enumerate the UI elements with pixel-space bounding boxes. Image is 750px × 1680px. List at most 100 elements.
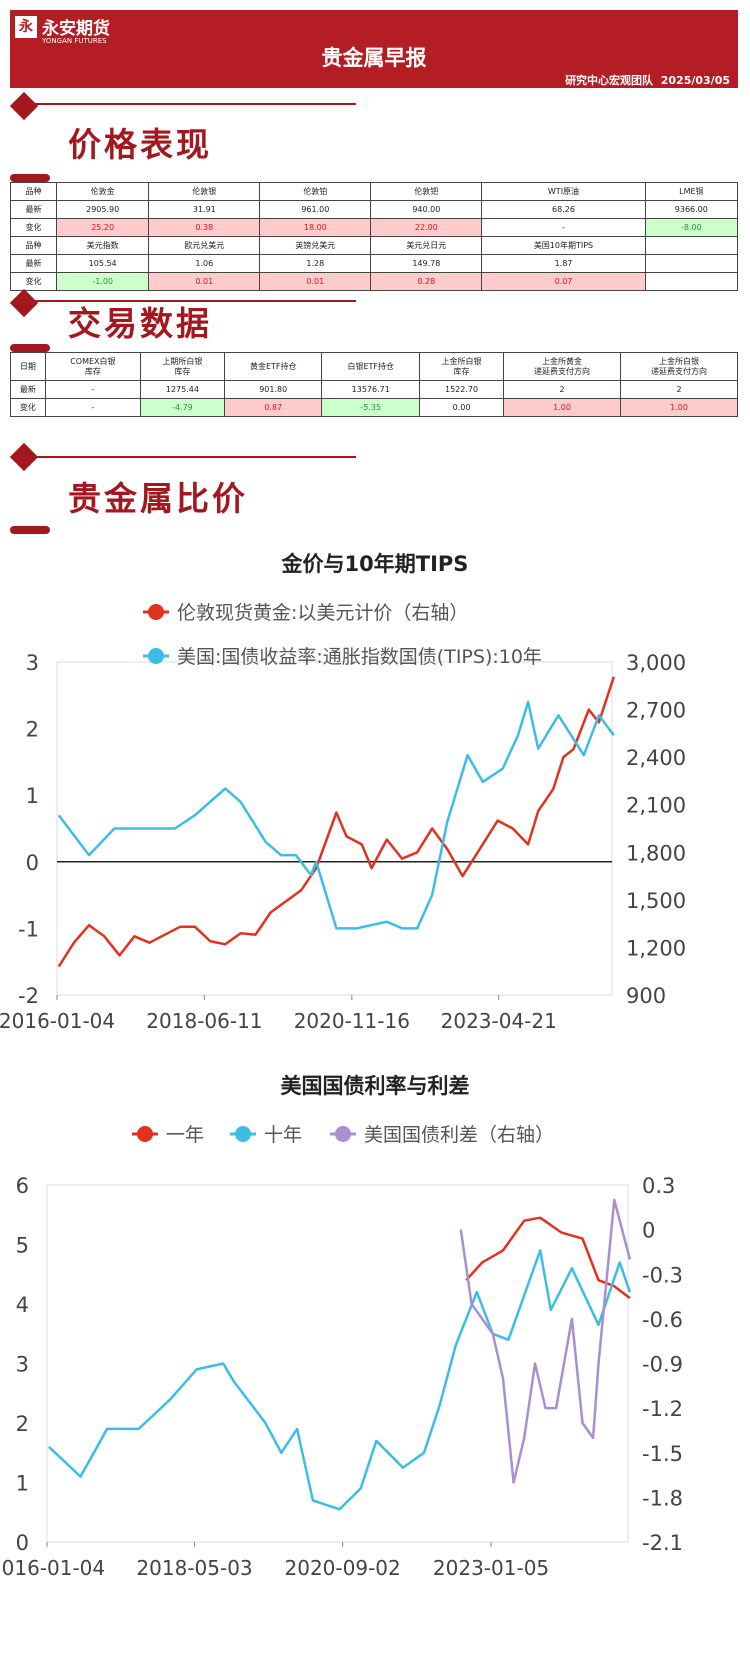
row-label: 变化 xyxy=(10,398,46,417)
legend-marker-icon xyxy=(148,648,164,664)
table-cell: 149.78 xyxy=(370,254,483,273)
report-date: 2025/03/05 xyxy=(660,74,730,87)
y-right-tick-label: 2,400 xyxy=(626,746,686,770)
chart2-title: 美国国债利率与利差 xyxy=(280,1074,470,1098)
chart-gold-vs-tips: 3 2 1 0 -1 -2 3,000 2,700 2,400 2,100 1,800 1,500 1,… xyxy=(0,602,686,1033)
y-right-tick-label: -1.5 xyxy=(642,1442,683,1466)
legend-label[interactable]: 美国:国债收益率:通胀指数国债(TIPS):10年 xyxy=(177,646,542,668)
x-tick-label: 2016-01-04 xyxy=(0,1556,105,1580)
y-left-tick-label: -1 xyxy=(18,917,39,941)
table-row: 最新 105.54 1.06 1.28 149.78 1.87 xyxy=(9,254,739,273)
y-left-tick-label: 2 xyxy=(16,1412,29,1436)
legend-marker-icon xyxy=(148,604,164,620)
y-right-tick-label: -2.1 xyxy=(642,1531,683,1555)
table-cell: 0.38 xyxy=(148,218,261,237)
y-right-tick-label: 1,800 xyxy=(626,841,686,865)
x-tick-label: 2018-05-03 xyxy=(136,1556,252,1580)
y-left-tick-label: 1 xyxy=(16,1472,29,1496)
y-right-tick-label: 2,700 xyxy=(626,699,686,723)
chart-us-treasury: 6 5 4 3 2 1 0 0.3 0 -0.3 -0.6 -0.9 -1.2 -1.5 -1.8 -2.1 2… xyxy=(0,1124,683,1580)
header-cell: 上金所黄金 递延费支付方向 xyxy=(503,352,621,381)
legend-marker-icon xyxy=(235,1126,251,1142)
legend-label[interactable]: 美国国债利差（右轴） xyxy=(364,1124,554,1146)
table-cell: 1.00 xyxy=(620,398,738,417)
header-cell: 上期所白银 库存 xyxy=(139,352,225,381)
table-cell xyxy=(644,254,739,273)
header-cell: 白银ETF持仓 xyxy=(321,352,420,381)
y-right-tick-label: 2,100 xyxy=(626,794,686,818)
x-tick-label: 2020-11-16 xyxy=(294,1009,410,1033)
series-line-1 xyxy=(57,700,615,930)
logo-text: 永安期货 xyxy=(42,19,110,39)
table-cell: 0.01 xyxy=(148,272,261,291)
table-cell: 0.07 xyxy=(481,272,646,291)
table-cell: 2905.90 xyxy=(56,200,150,219)
table-cell: 美元兑日元 xyxy=(370,236,483,255)
price-table: 品种 伦敦金 伦敦银 伦敦铂 伦敦钯 WTI原油 LME铜 最新 2905.90 31.91 961… xyxy=(9,182,739,291)
plot-area xyxy=(46,1184,629,1543)
table-row: 品种 美元指数 欧元兑美元 英镑兑美元 美元兑日元 美国10年期TIPS xyxy=(9,236,739,255)
legend-label[interactable]: 十年 xyxy=(264,1124,302,1146)
x-tick-label: 2016-01-04 xyxy=(0,1009,115,1033)
y-right-tick-label: 0.3 xyxy=(642,1174,675,1198)
y-right-tick-label: -1.8 xyxy=(642,1486,683,1510)
diamond-ornament-icon xyxy=(9,91,39,121)
header-cell: 上金所白银 库存 xyxy=(418,352,505,381)
row-label: 最新 xyxy=(9,200,58,219)
legend-label[interactable]: 一年 xyxy=(166,1124,204,1146)
y-left-tick-label: 6 xyxy=(16,1174,29,1198)
table-cell: 1.87 xyxy=(481,254,646,273)
table-cell: 18.00 xyxy=(259,218,372,237)
diamond-ornament-icon xyxy=(9,288,39,318)
row-label: 最新 xyxy=(9,254,58,273)
table-cell: 901.80 xyxy=(223,380,323,399)
legend-label[interactable]: 伦敦现货黄金:以美元计价（右轴） xyxy=(177,602,468,624)
y-right-tick-label: -1.2 xyxy=(642,1397,683,1421)
table-cell: 961.00 xyxy=(259,200,372,219)
table-cell: 22.00 xyxy=(370,218,483,237)
y-right-tick-label: 3,000 xyxy=(626,651,686,675)
table-cell: WTI原油 xyxy=(481,182,646,201)
table-cell: 0.28 xyxy=(370,272,483,291)
table-cell: -8.00 xyxy=(644,218,739,237)
y-left-tick-label: 4 xyxy=(16,1293,29,1317)
table-cell: -4.79 xyxy=(139,398,225,417)
table-cell: 2 xyxy=(503,380,621,399)
plot-area xyxy=(56,661,613,996)
table-cell: 1275.44 xyxy=(139,380,225,399)
pill-ornament xyxy=(10,526,50,534)
divider xyxy=(24,456,356,458)
table-cell xyxy=(644,236,739,255)
row-label: 品种 xyxy=(9,236,58,255)
table-row: 变化 25.20 0.38 18.00 22.00- -8.00 xyxy=(9,218,739,237)
table-row: 变化 -1.00 0.01 0.01 0.28 0.07 xyxy=(9,272,739,291)
logo-subtext: YONGAN FUTURES xyxy=(42,37,107,45)
table-cell: 0.87 xyxy=(223,398,323,417)
table-cell: 伦敦钯 xyxy=(370,182,483,201)
x-tick-label: 2023-01-05 xyxy=(433,1556,549,1580)
table-cell: 0.01 xyxy=(259,272,372,291)
y-left-tick-label: 0 xyxy=(26,851,39,875)
y-left-tick-label: 3 xyxy=(26,651,39,675)
table-cell: -5.35 xyxy=(321,398,420,417)
x-tick-label: 2020-09-02 xyxy=(285,1556,401,1580)
table-row: 品种 伦敦金 伦敦银 伦敦铂 伦敦钯 WTI原油 LME铜 xyxy=(9,182,739,201)
y-right-tick-label: 0 xyxy=(642,1219,655,1243)
row-label: 变化 xyxy=(9,218,58,237)
table-cell: 9366.00 xyxy=(644,200,739,219)
report-header: 永 永安期货 YONGAN FUTURES 贵金属早报 研究中心宏观团队 202… xyxy=(10,10,738,88)
table-header-row: 日期 COMEX白银 库存 上期所白银 库存 黄金ETF持仓 白银ETF持仓 上金所白银 … xyxy=(10,352,738,381)
y-right-tick-label: -0.9 xyxy=(642,1353,683,1377)
y-right-tick-label: -0.3 xyxy=(642,1263,683,1287)
divider xyxy=(24,103,356,105)
series-line-1 xyxy=(48,1249,632,1511)
table-row: 最新 -1275.44 901.80 13576.71 1522.70 2 2 xyxy=(10,380,738,399)
y-left-tick-label: 2 xyxy=(26,718,39,742)
series-line-2 xyxy=(459,1198,632,1484)
yongan-logo-icon: 永 xyxy=(15,16,37,38)
table-cell: 13576.71 xyxy=(321,380,420,399)
header-cell: 黄金ETF持仓 xyxy=(223,352,323,381)
section-title-trade: 交易数据 xyxy=(68,304,212,343)
y-left-tick-label: 0 xyxy=(16,1531,29,1555)
table-cell: 欧元兑美元 xyxy=(148,236,261,255)
